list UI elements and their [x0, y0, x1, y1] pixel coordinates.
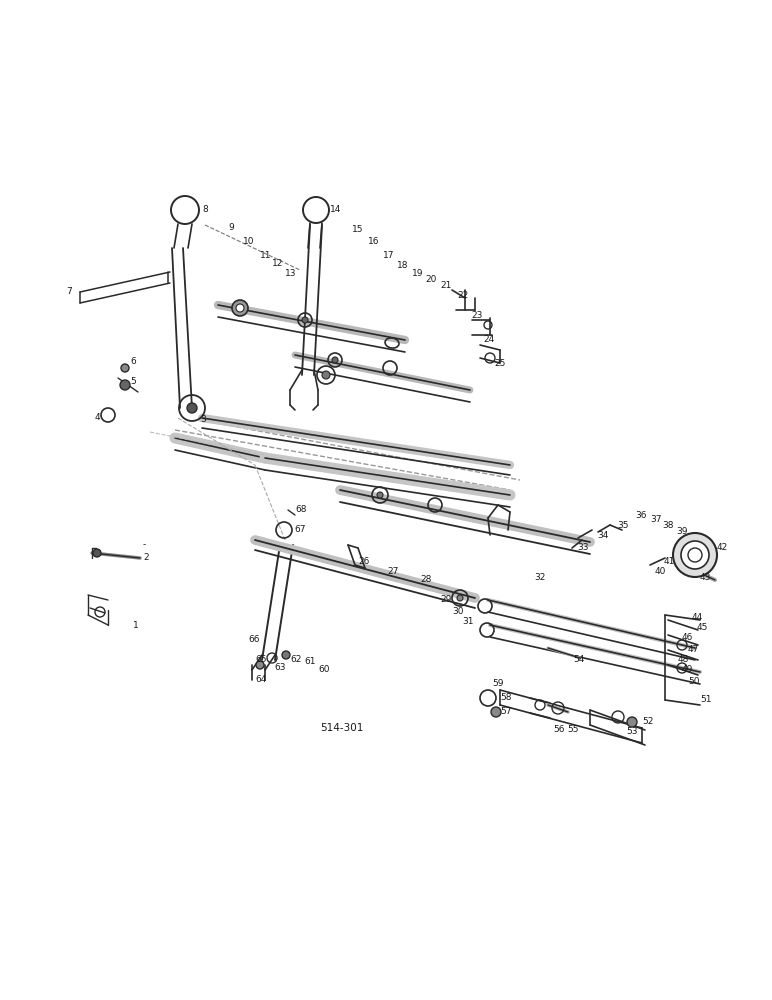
Circle shape — [256, 661, 264, 669]
Text: 28: 28 — [420, 576, 432, 584]
Text: 2: 2 — [143, 554, 149, 562]
Circle shape — [322, 371, 330, 379]
Text: 36: 36 — [635, 510, 646, 520]
Text: 22: 22 — [457, 290, 469, 300]
Text: 40: 40 — [655, 568, 666, 576]
Circle shape — [491, 707, 501, 717]
Text: 63: 63 — [274, 664, 286, 672]
Text: 9: 9 — [228, 224, 234, 232]
Circle shape — [232, 300, 248, 316]
Text: 32: 32 — [534, 574, 545, 582]
Text: 66: 66 — [248, 636, 259, 645]
Text: 45: 45 — [697, 624, 709, 633]
Circle shape — [302, 317, 308, 323]
Text: 23: 23 — [471, 310, 482, 320]
Text: 5: 5 — [130, 377, 136, 386]
Text: 4: 4 — [94, 414, 100, 422]
Text: 49: 49 — [682, 666, 693, 674]
Circle shape — [121, 364, 129, 372]
Text: 13: 13 — [285, 269, 296, 278]
Text: 17: 17 — [383, 250, 394, 259]
Circle shape — [332, 357, 338, 363]
Text: 53: 53 — [626, 728, 638, 736]
Text: 3: 3 — [200, 416, 206, 424]
Text: 16: 16 — [368, 237, 380, 246]
Text: 61: 61 — [304, 658, 316, 666]
Text: 12: 12 — [272, 259, 283, 268]
Circle shape — [282, 651, 290, 659]
Text: 64: 64 — [255, 676, 266, 684]
Text: 21: 21 — [440, 280, 452, 290]
Text: 7: 7 — [66, 288, 72, 296]
Text: 42: 42 — [717, 544, 728, 552]
Text: 27: 27 — [387, 568, 398, 576]
Text: 43: 43 — [700, 574, 711, 582]
Text: 33: 33 — [577, 544, 588, 552]
Text: 65: 65 — [255, 656, 266, 664]
Circle shape — [187, 403, 197, 413]
Text: 68: 68 — [295, 506, 306, 514]
Text: 39: 39 — [676, 528, 688, 536]
Text: 15: 15 — [352, 226, 364, 234]
Circle shape — [377, 492, 383, 498]
Text: 37: 37 — [650, 516, 662, 524]
Text: 26: 26 — [358, 558, 369, 566]
Circle shape — [457, 595, 463, 601]
Text: 50: 50 — [688, 678, 699, 686]
Text: 25: 25 — [494, 359, 506, 367]
Circle shape — [236, 304, 244, 312]
Text: 60: 60 — [318, 666, 330, 674]
Circle shape — [627, 717, 637, 727]
Text: 51: 51 — [700, 696, 712, 704]
Text: 59: 59 — [492, 678, 503, 688]
Text: 46: 46 — [682, 634, 693, 643]
Text: 24: 24 — [483, 336, 494, 344]
Text: 58: 58 — [500, 694, 512, 702]
Text: 44: 44 — [692, 613, 703, 622]
Text: 55: 55 — [567, 726, 578, 734]
Text: 6: 6 — [130, 358, 136, 366]
Text: 20: 20 — [425, 275, 436, 284]
Text: 10: 10 — [243, 237, 255, 246]
Text: 14: 14 — [330, 206, 341, 215]
Circle shape — [120, 380, 130, 390]
Text: 30: 30 — [452, 607, 463, 616]
Text: 52: 52 — [642, 718, 653, 726]
Text: 57: 57 — [500, 708, 512, 716]
Circle shape — [673, 533, 717, 577]
Text: 34: 34 — [597, 530, 608, 540]
Text: -: - — [143, 540, 146, 550]
Text: 62: 62 — [290, 656, 301, 664]
Text: 514-301: 514-301 — [320, 723, 364, 733]
Text: 31: 31 — [462, 617, 473, 626]
Text: 35: 35 — [617, 520, 628, 530]
Text: 56: 56 — [553, 726, 564, 734]
Text: 47: 47 — [688, 646, 699, 654]
Text: 41: 41 — [664, 558, 676, 566]
Text: 67: 67 — [294, 526, 306, 534]
Text: 19: 19 — [412, 268, 424, 277]
Text: 11: 11 — [260, 250, 272, 259]
Circle shape — [681, 541, 709, 569]
Text: 29: 29 — [440, 595, 452, 604]
Text: 18: 18 — [397, 260, 408, 269]
Text: 1: 1 — [133, 620, 139, 630]
Text: 48: 48 — [678, 656, 689, 664]
Text: 38: 38 — [662, 520, 673, 530]
Circle shape — [93, 549, 101, 557]
Text: 8: 8 — [202, 206, 208, 215]
Text: 54: 54 — [573, 656, 584, 664]
